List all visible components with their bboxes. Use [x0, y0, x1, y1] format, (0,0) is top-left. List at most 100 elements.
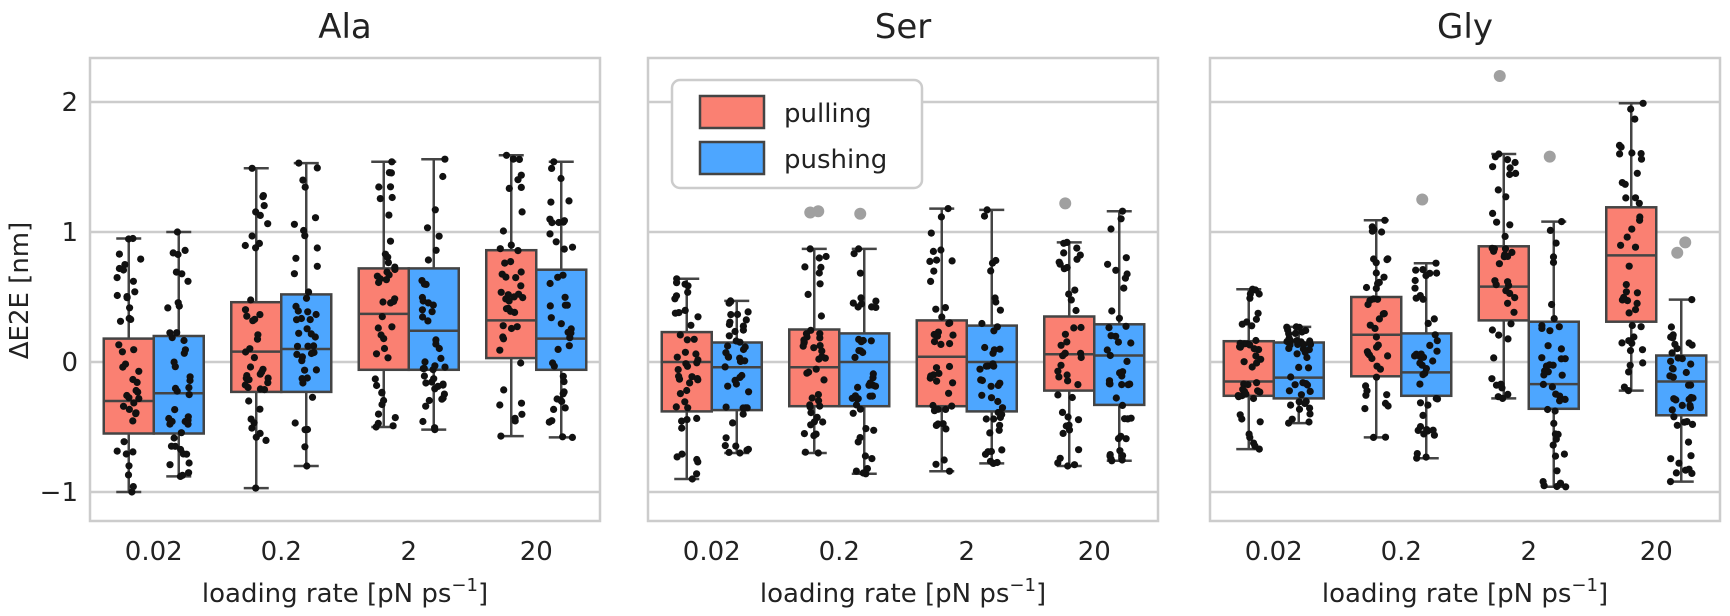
- data-point: [298, 375, 306, 383]
- data-point: [1306, 404, 1314, 412]
- data-point: [1305, 418, 1313, 426]
- data-point: [693, 414, 701, 422]
- data-point: [514, 176, 522, 184]
- data-point: [733, 310, 742, 318]
- data-point: [428, 308, 436, 316]
- data-point: [1672, 396, 1680, 404]
- data-point: [683, 386, 691, 395]
- box-pushing: [535, 158, 588, 441]
- data-point: [930, 338, 939, 346]
- box-body: [152, 334, 205, 435]
- data-point: [1375, 278, 1383, 286]
- data-point: [690, 335, 698, 343]
- data-point: [180, 336, 188, 345]
- data-point: [932, 421, 941, 429]
- data-point: [385, 211, 393, 219]
- data-point: [995, 426, 1003, 434]
- data-point: [867, 337, 875, 345]
- data-point: [313, 244, 321, 252]
- data-point: [1539, 478, 1547, 486]
- data-point: [1550, 419, 1558, 427]
- data-point: [1670, 413, 1678, 421]
- data-point: [859, 336, 867, 345]
- data-point: [1506, 170, 1514, 179]
- data-point: [1422, 453, 1430, 461]
- data-point: [420, 372, 428, 380]
- data-point: [1417, 350, 1425, 358]
- box-pulling: [788, 205, 841, 457]
- data-point: [1625, 262, 1633, 270]
- data-point: [1246, 294, 1254, 302]
- data-point: [1625, 368, 1633, 376]
- data-point: [741, 343, 749, 351]
- data-point: [301, 183, 309, 191]
- data-point: [1673, 421, 1681, 429]
- data-point: [683, 336, 691, 344]
- data-point: [1687, 452, 1695, 460]
- data-point: [1413, 450, 1421, 458]
- data-point: [256, 211, 264, 219]
- x-tick-label: 20: [1640, 537, 1673, 567]
- data-point: [1070, 461, 1079, 469]
- data-point: [1061, 349, 1069, 357]
- data-point: [1549, 441, 1557, 449]
- data-point: [819, 418, 827, 426]
- data-point: [1422, 272, 1430, 280]
- data-point: [1489, 209, 1497, 217]
- data-point: [418, 306, 426, 314]
- data-point: [932, 364, 941, 372]
- data-point: [862, 425, 870, 433]
- box-body: [102, 337, 155, 435]
- data-point: [305, 288, 313, 296]
- data-point: [945, 362, 954, 371]
- data-point: [1073, 244, 1081, 252]
- x-axis-label-sup: −1: [1009, 575, 1036, 596]
- panel-title: Ser: [875, 7, 932, 47]
- data-point: [1295, 398, 1303, 406]
- data-point: [854, 383, 862, 391]
- data-point: [1372, 269, 1380, 277]
- data-point: [1498, 384, 1506, 392]
- data-point: [724, 342, 732, 350]
- data-point: [245, 397, 253, 405]
- data-point: [693, 359, 701, 367]
- data-point: [130, 346, 138, 354]
- x-tick-label: 0.2: [1381, 537, 1422, 567]
- data-point: [1423, 426, 1431, 434]
- data-point: [941, 304, 950, 312]
- data-point: [518, 410, 526, 418]
- data-point: [946, 319, 954, 327]
- data-point: [553, 395, 561, 403]
- data-point: [130, 399, 138, 407]
- data-point: [1635, 199, 1643, 207]
- data-point: [119, 363, 127, 371]
- data-point: [373, 272, 381, 280]
- data-point: [554, 345, 562, 353]
- data-point: [694, 313, 702, 321]
- data-point: [548, 164, 556, 172]
- data-point: [855, 245, 863, 253]
- data-point: [1118, 207, 1127, 215]
- data-point: [292, 254, 300, 262]
- data-point: [729, 419, 737, 427]
- data-point: [1058, 408, 1067, 416]
- data-point: [175, 302, 183, 310]
- data-point: [1674, 354, 1682, 362]
- data-point: [859, 348, 867, 357]
- box-pulling: [357, 158, 410, 431]
- data-point: [504, 291, 512, 299]
- data-point: [990, 415, 998, 423]
- data-point: [131, 288, 139, 296]
- data-point: [184, 413, 192, 421]
- data-point: [383, 253, 391, 261]
- data-point: [241, 381, 249, 389]
- data-point: [1374, 295, 1382, 303]
- data-point: [438, 395, 446, 403]
- data-point: [861, 452, 870, 460]
- data-point: [435, 344, 443, 353]
- data-point: [125, 314, 133, 322]
- data-point: [1291, 381, 1299, 389]
- data-point: [992, 298, 1000, 306]
- data-point: [557, 174, 565, 183]
- data-point: [806, 245, 814, 253]
